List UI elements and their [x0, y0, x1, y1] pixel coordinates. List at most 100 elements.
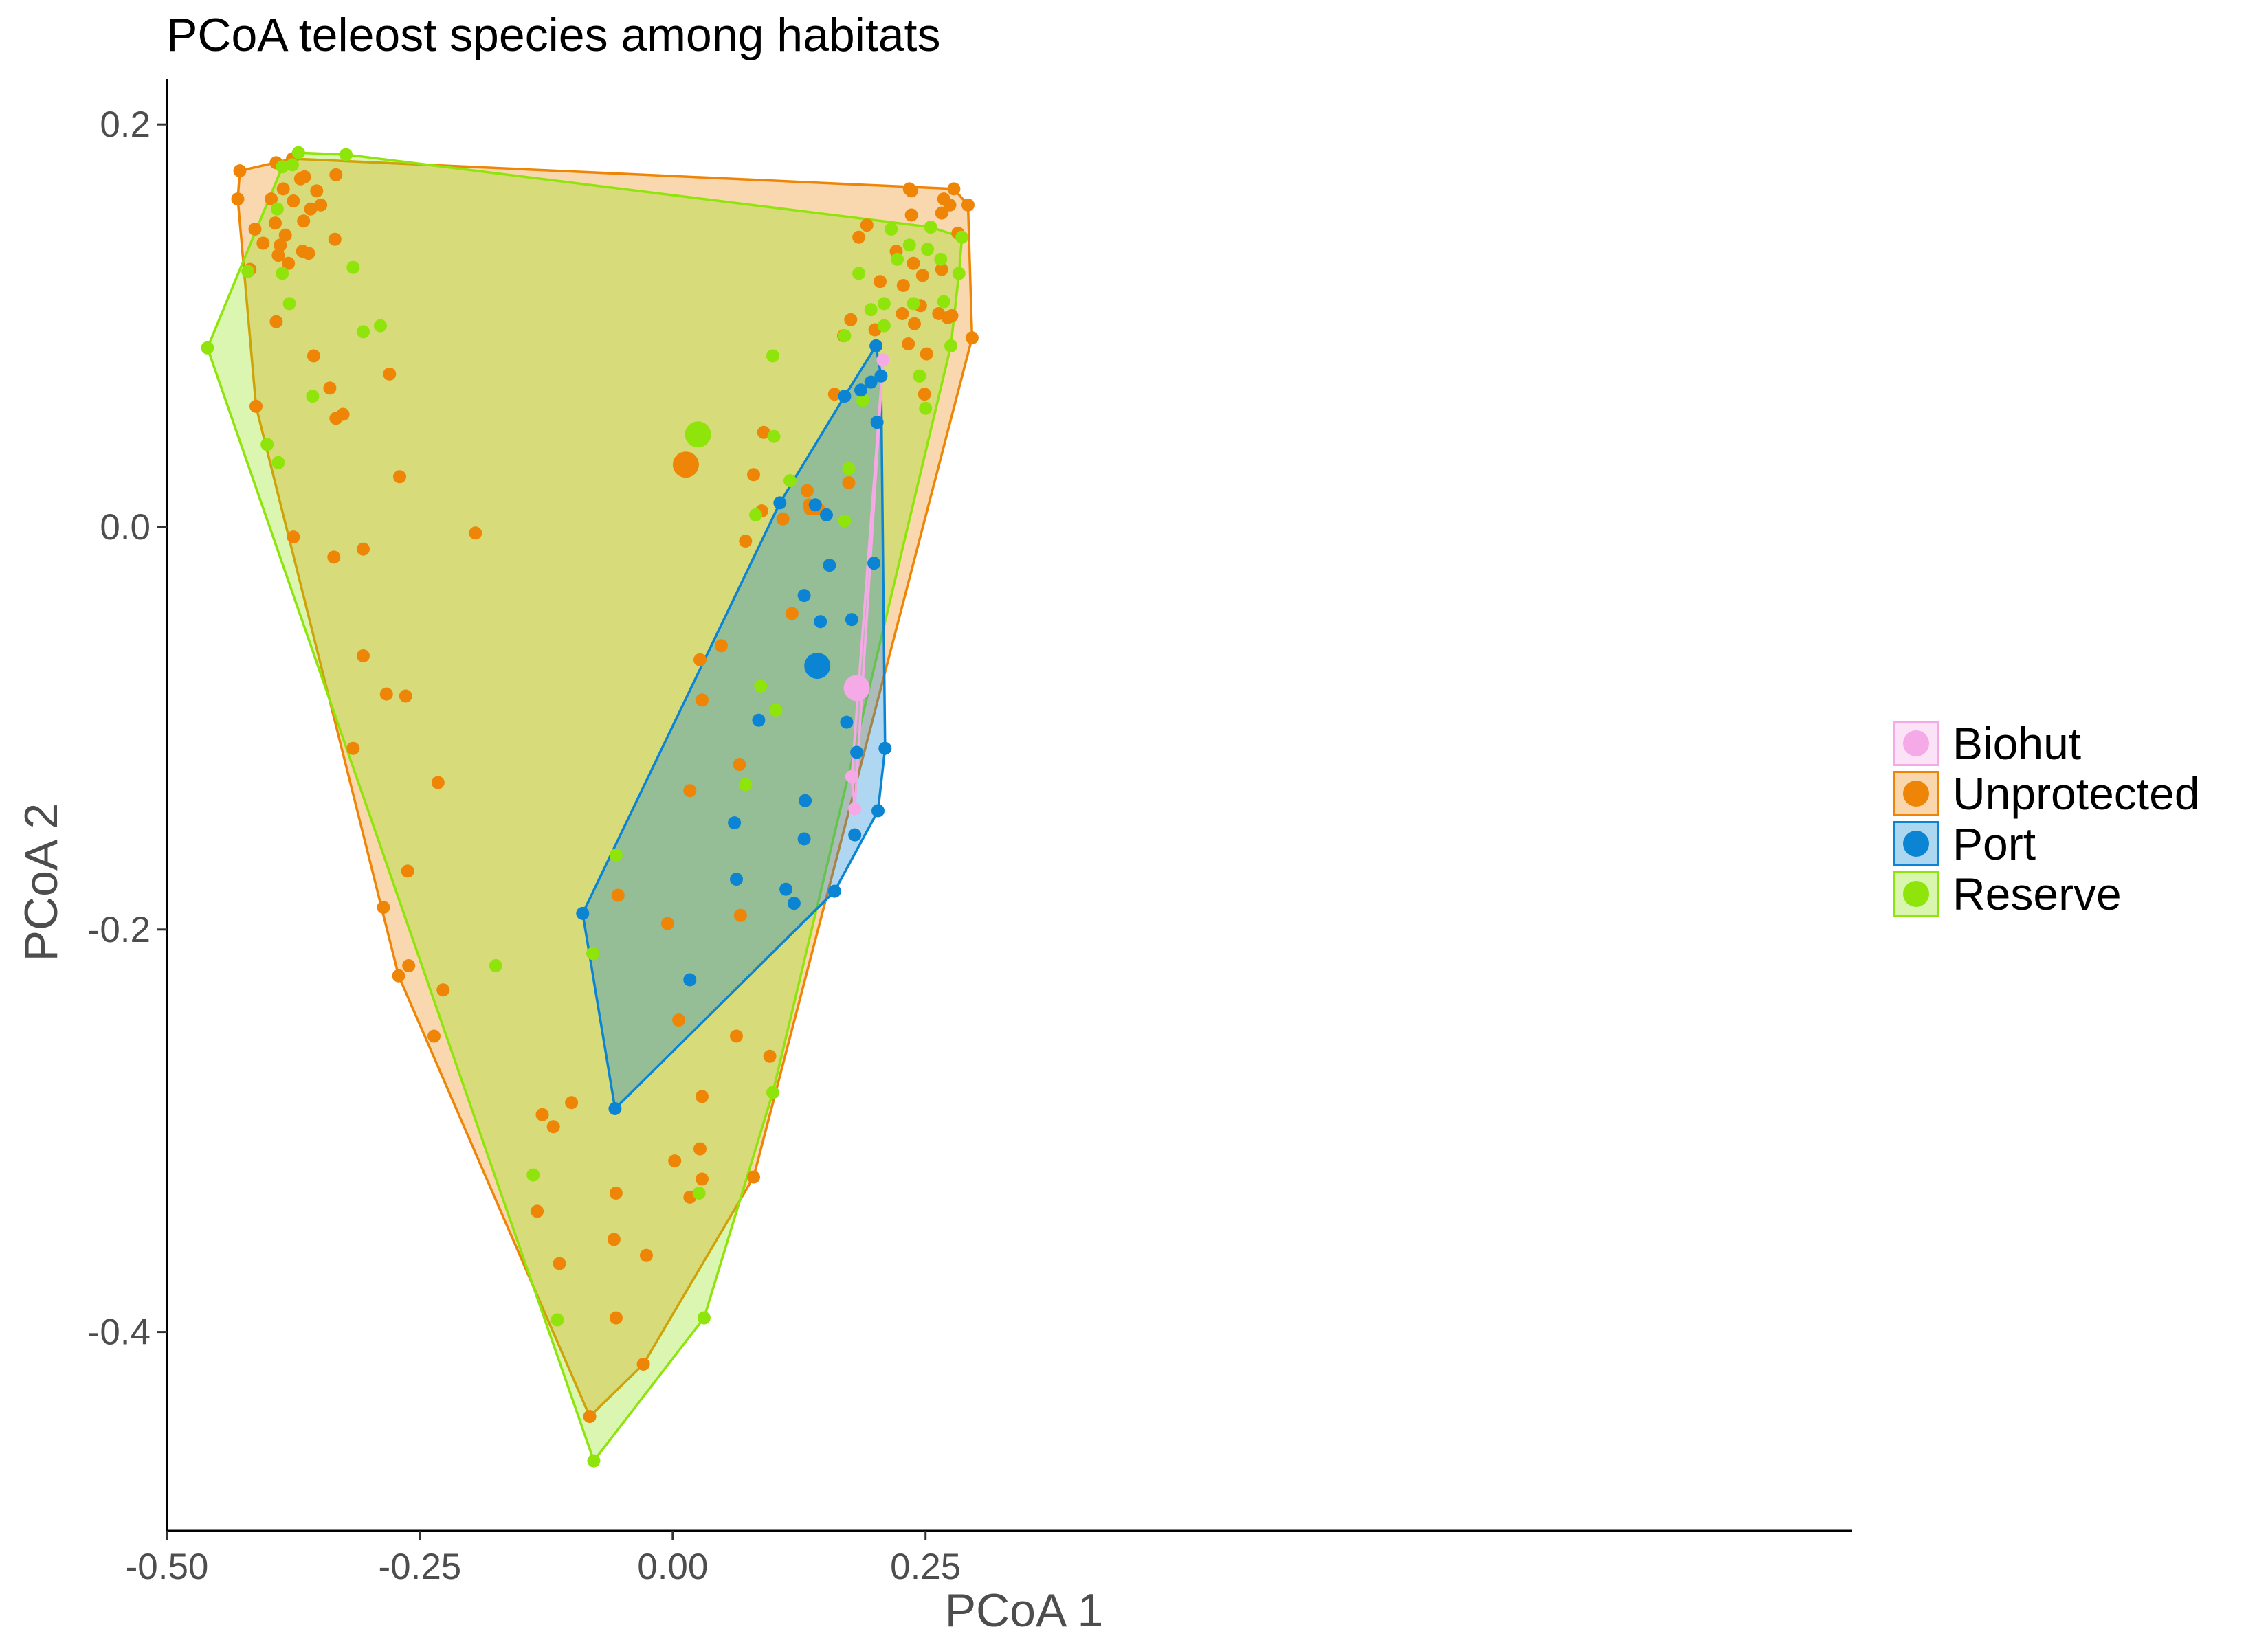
point-port	[820, 508, 833, 521]
point-unprotected	[733, 908, 747, 922]
point-unprotected	[531, 1204, 544, 1218]
point-reserve	[241, 265, 255, 278]
point-unprotected	[693, 653, 707, 666]
point-unprotected	[392, 969, 405, 983]
point-reserve	[260, 438, 274, 451]
point-reserve	[864, 303, 878, 317]
point-unprotected	[553, 1257, 566, 1270]
point-reserve	[374, 319, 387, 333]
point-reserve	[270, 202, 284, 216]
point-unprotected	[801, 484, 814, 497]
point-unprotected	[427, 1029, 441, 1043]
point-port	[850, 745, 864, 759]
point-reserve	[749, 508, 762, 521]
point-port	[869, 339, 883, 352]
point-unprotected	[683, 784, 697, 798]
point-unprotected	[668, 1154, 682, 1168]
point-port	[838, 390, 852, 403]
legend-item-reserve: Reserve	[1893, 868, 2200, 919]
centroid-unprotected	[672, 451, 699, 478]
x-tick-label: 0.00	[637, 1547, 708, 1587]
point-port	[845, 613, 858, 627]
point-port	[752, 713, 766, 727]
point-unprotected	[785, 607, 799, 620]
point-reserve	[924, 221, 937, 234]
point-unprotected	[297, 214, 311, 228]
point-unprotected	[920, 347, 933, 361]
centroid-biohut	[843, 675, 870, 702]
point-port	[608, 1102, 622, 1115]
point-unprotected	[904, 184, 918, 198]
point-unprotected	[357, 542, 370, 556]
point-reserve	[877, 319, 891, 333]
point-unprotected	[965, 331, 979, 345]
point-unprotected	[860, 218, 874, 232]
point-biohut	[848, 802, 862, 816]
x-tick-label: 0.25	[890, 1547, 961, 1587]
y-tick-label: 0.0	[100, 507, 151, 548]
point-unprotected	[961, 198, 975, 212]
point-reserve	[842, 462, 856, 475]
point-unprotected	[379, 687, 393, 701]
point-reserve	[286, 158, 299, 172]
point-unprotected	[307, 349, 320, 363]
point-reserve	[291, 146, 305, 159]
legend-label: Reserve	[1953, 868, 2122, 919]
point-reserve	[766, 349, 779, 363]
point-unprotected	[256, 236, 270, 250]
point-unprotected	[747, 468, 760, 482]
point-unprotected	[233, 164, 247, 178]
point-reserve	[891, 252, 904, 266]
point-reserve	[271, 456, 285, 469]
legend-key	[1893, 770, 1939, 816]
legend-label: Biohut	[1953, 717, 2082, 769]
point-unprotected	[329, 168, 343, 181]
point-unprotected	[842, 476, 856, 490]
point-unprotected	[660, 917, 674, 930]
point-unprotected	[730, 1029, 743, 1043]
point-unprotected	[904, 208, 918, 222]
point-unprotected	[274, 238, 287, 252]
point-reserve	[766, 1086, 779, 1099]
point-unprotected	[565, 1096, 579, 1110]
point-unprotected	[947, 182, 961, 196]
point-unprotected	[546, 1120, 560, 1134]
point-port	[840, 715, 854, 729]
point-reserve	[754, 679, 768, 693]
point-port	[797, 832, 811, 846]
point-port	[871, 804, 885, 818]
point-port	[827, 884, 841, 898]
x-tick-label: -0.50	[126, 1547, 209, 1587]
point-unprotected	[776, 512, 790, 526]
point-unprotected	[402, 959, 416, 972]
point-reserve	[586, 947, 599, 961]
point-port	[683, 973, 697, 987]
point-unprotected	[357, 649, 370, 662]
point-unprotected	[935, 206, 948, 220]
point-unprotected	[269, 315, 283, 328]
point-port	[773, 496, 787, 510]
point-unprotected	[902, 337, 915, 350]
point-port	[730, 873, 743, 886]
point-reserve	[346, 260, 360, 274]
legend-label: Port	[1953, 818, 2036, 869]
point-reserve	[551, 1313, 564, 1327]
point-unprotected	[896, 279, 910, 292]
point-biohut	[876, 353, 890, 367]
point-reserve	[526, 1168, 540, 1182]
point-reserve	[769, 704, 783, 717]
legend-label: Unprotected	[1953, 767, 2200, 819]
point-unprotected	[336, 407, 350, 421]
point-port	[787, 897, 801, 910]
point-unprotected	[739, 535, 753, 548]
point-port	[848, 828, 862, 842]
chart-title: PCoA teleost species among habitats	[166, 9, 941, 61]
point-unprotected	[640, 1248, 653, 1262]
point-unprotected	[271, 249, 285, 262]
point-reserve	[902, 238, 916, 252]
legend-marker	[1903, 830, 1929, 857]
point-unprotected	[943, 198, 957, 212]
point-reserve	[919, 401, 933, 415]
point-unprotected	[399, 689, 412, 703]
point-unprotected	[298, 170, 311, 183]
